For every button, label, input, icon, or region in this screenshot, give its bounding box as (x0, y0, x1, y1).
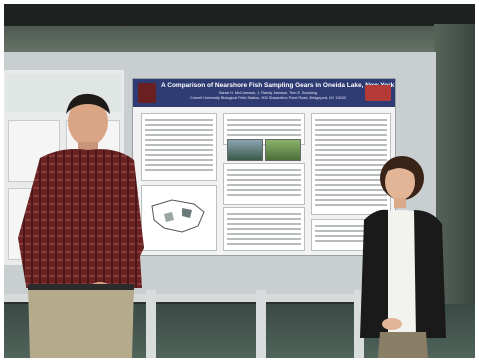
poster-results-section (311, 113, 391, 215)
poster-logo-right (365, 85, 391, 101)
poster-logo-left (138, 83, 156, 103)
ceiling-area (4, 4, 475, 30)
man-in-plaid-shirt (18, 93, 144, 358)
research-poster: A Comparison of Nearshore Fish Sampling … (132, 78, 396, 256)
photo-frame: A Comparison of Nearshore Fish Sampling … (4, 4, 475, 358)
poster-authors-line: Sarah H. McCormack, J. Randy Jackson, To… (218, 91, 318, 95)
field-photo (265, 139, 301, 161)
lake-photo (227, 139, 263, 161)
woman-in-black-cardigan (360, 156, 446, 358)
map-figure (151, 199, 205, 233)
board-post (256, 290, 266, 358)
poster-section (223, 163, 305, 205)
poster-header: A Comparison of Nearshore Fish Sampling … (133, 79, 395, 107)
poster-map-section (141, 185, 217, 251)
poster-section (141, 113, 217, 181)
poster-title: A Comparison of Nearshore Fish Sampling … (161, 82, 395, 89)
board-post (146, 290, 156, 358)
board-post (354, 290, 364, 358)
poster-authors: Sarah H. McCormack, J. Randy Jackson, To… (173, 91, 363, 100)
poster-affiliation-line: Cornell University Biological Field Stat… (190, 95, 346, 100)
board-rail (4, 294, 436, 302)
poster-table-section (223, 207, 305, 251)
